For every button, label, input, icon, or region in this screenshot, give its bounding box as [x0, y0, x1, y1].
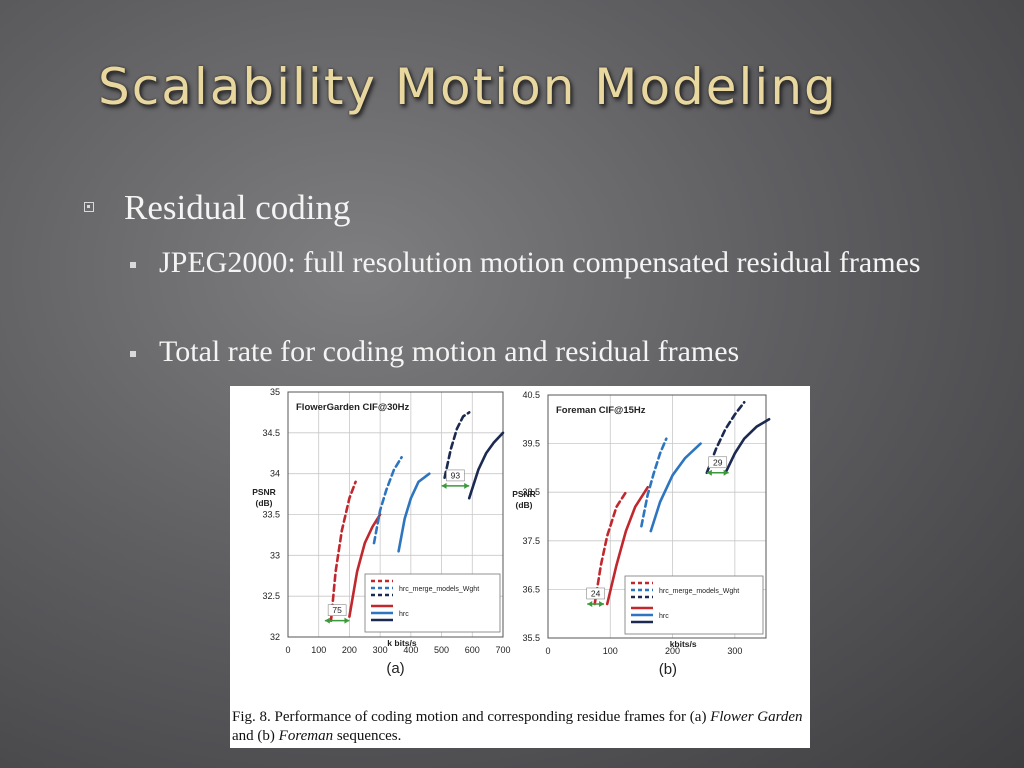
- annotation-label: 75: [332, 605, 342, 615]
- panel-label: (a): [386, 660, 404, 677]
- series-line-dashed: [443, 411, 471, 479]
- series-line-dashed: [640, 437, 668, 528]
- slide-title: Scalability Motion Modeling: [98, 58, 838, 116]
- y-axis-label: PSNR: [512, 489, 536, 499]
- figure-caption: Fig. 8. Performance of coding motion and…: [232, 708, 808, 746]
- x-tick-label: 200: [342, 645, 357, 655]
- series-line-dashed: [593, 490, 628, 606]
- y-tick-label: 38.5: [522, 487, 540, 497]
- plot-frame: [287, 391, 504, 638]
- annotation-box: [708, 456, 728, 469]
- chart-title: Foreman CIF@15Hz: [556, 405, 646, 416]
- x-tick-label: 700: [495, 645, 510, 655]
- x-axis-label: k bits/s: [387, 638, 417, 648]
- y-tick-label: 34: [270, 469, 280, 479]
- y-tick-label: 40.5: [522, 390, 540, 400]
- y-tick-label: 36.5: [522, 584, 540, 594]
- x-tick-label: 300: [373, 645, 388, 655]
- x-tick-label: 500: [434, 645, 449, 655]
- x-tick-label: 200: [665, 646, 680, 656]
- y-tick-label: 33.5: [262, 510, 280, 520]
- caption-text: sequences.: [333, 728, 402, 744]
- y-tick-label: 37.5: [522, 536, 540, 546]
- x-tick-label: 100: [603, 646, 618, 656]
- annotation-label: 24: [591, 588, 601, 598]
- bullet-square-icon: [84, 202, 94, 212]
- y-axis-label: PSNR: [252, 487, 276, 497]
- plot-frame: [547, 394, 767, 639]
- series-line-solid: [724, 417, 771, 475]
- annotation-label: 93: [451, 470, 461, 480]
- annotation-box: [327, 604, 347, 616]
- annotation-arrowhead: [441, 482, 447, 489]
- x-tick-label: 0: [545, 646, 550, 656]
- legend-label: hrc: [399, 611, 409, 618]
- series-line-dashed: [705, 400, 746, 475]
- annotation-label: 29: [713, 457, 723, 467]
- annotation-arrowhead: [723, 469, 729, 476]
- y-tick-label: 39.5: [522, 439, 540, 449]
- y-axis-label: (dB): [516, 500, 533, 510]
- y-tick-label: 33: [270, 550, 280, 560]
- annotation-arrowhead: [324, 617, 330, 624]
- sub-bullet-jpeg2000: JPEG2000: full resolution motion compens…: [159, 246, 921, 279]
- x-tick-label: 400: [403, 645, 418, 655]
- series-line-solid: [397, 472, 431, 553]
- y-tick-label: 32: [270, 632, 280, 642]
- chart-title: FlowerGarden CIF@30Hz: [296, 402, 410, 413]
- annotation-arrowhead: [587, 600, 593, 607]
- sub-bullet-square-icon: [130, 262, 136, 268]
- y-tick-label: 35.5: [522, 633, 540, 643]
- annotation-arrowhead: [599, 600, 605, 607]
- x-tick-label: 600: [465, 645, 480, 655]
- panel-label: (b): [659, 661, 677, 678]
- x-tick-label: 0: [285, 645, 290, 655]
- annotation-arrowhead: [706, 469, 712, 476]
- sub-bullet-total-rate: Total rate for coding motion and residua…: [159, 335, 740, 368]
- annotation-box: [586, 587, 605, 600]
- legend-box: [624, 575, 764, 635]
- legend-label: hrc: [659, 613, 669, 620]
- legend-box: [364, 573, 501, 633]
- caption-sequence-a: Flower Garden: [710, 709, 803, 725]
- sub-bullet-square-icon: [130, 351, 136, 357]
- series-line-dashed: [329, 480, 357, 622]
- x-tick-label: 300: [727, 646, 742, 656]
- series-line-solid: [348, 513, 382, 618]
- annotation-arrowhead: [464, 482, 470, 489]
- y-tick-label: 35: [270, 387, 280, 397]
- legend-label: hrc_merge_models_Wght: [399, 586, 479, 593]
- annotation-box: [446, 469, 465, 482]
- series-line-solid: [649, 442, 702, 533]
- series-line-solid: [467, 431, 505, 500]
- series-line-solid: [605, 486, 650, 606]
- figure-panel: 32 32.5 33 33.5 34 34.5 35 0 100 200 300 400 500 600 7…: [230, 386, 810, 748]
- caption-sequence-b: Foreman: [278, 728, 334, 744]
- x-axis-label: kbits/s: [670, 639, 697, 649]
- series-line-dashed: [372, 456, 403, 545]
- y-tick-label: 32.5: [262, 591, 280, 601]
- bullet-residual-coding: Residual coding: [124, 188, 351, 227]
- y-axis-label: (dB): [256, 498, 273, 508]
- x-tick-label: 100: [311, 645, 326, 655]
- figure-charts: 32 32.5 33 33.5 34 34.5 35 0 100 200 300 400 500 600 7…: [252, 387, 771, 678]
- caption-text: and (b): [232, 728, 279, 744]
- caption-text: Fig. 8. Performance of coding motion and…: [232, 709, 711, 725]
- legend-label: hrc_merge_models_Wght: [659, 588, 739, 595]
- y-tick-label: 34.5: [262, 428, 280, 438]
- annotation-arrowhead: [344, 617, 350, 624]
